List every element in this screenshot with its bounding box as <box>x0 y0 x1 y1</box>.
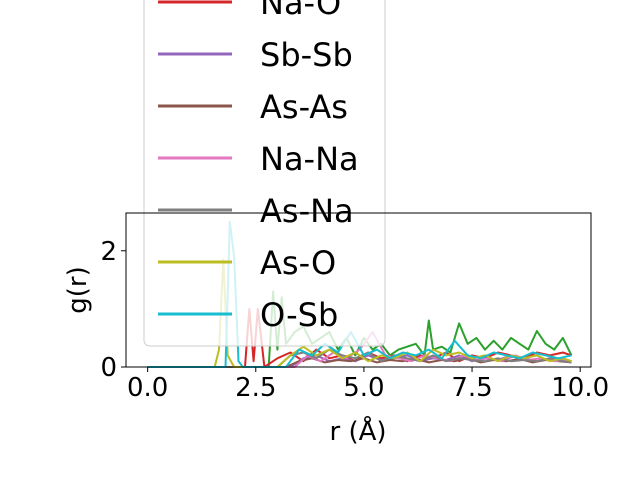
x-tick-label: 5.0 <box>343 373 384 403</box>
ticks: 0.0 2.5 5.0 7.5 10.0 0 2 <box>100 237 609 403</box>
legend-label: As-Na <box>260 192 354 230</box>
series-line-7 <box>147 220 572 368</box>
x-tick-label: 2.5 <box>235 373 276 403</box>
y-tick-label: 2 <box>100 237 117 267</box>
x-axis-label: r (Å) <box>329 415 386 447</box>
legend-label: As-O <box>260 244 336 282</box>
x-tick-label: 10.0 <box>551 373 609 403</box>
legend-box <box>143 0 386 347</box>
x-tick-label: 7.5 <box>451 373 492 403</box>
legend: Na-O Sb-Sb As-As Na-Na As-Na As-O O-Sb <box>143 0 386 347</box>
legend-label: Na-Na <box>260 140 359 178</box>
plot-frame <box>125 212 592 368</box>
x-tick-label: 0.0 <box>127 373 168 403</box>
legend-label: As-As <box>260 88 348 126</box>
y-tick-label: 0 <box>100 353 117 383</box>
legend-label: Sb-Sb <box>260 36 353 74</box>
y-axis-label: g(r) <box>63 266 93 313</box>
legend-label: Na-O <box>260 0 341 22</box>
legend-label: O-Sb <box>260 296 338 334</box>
